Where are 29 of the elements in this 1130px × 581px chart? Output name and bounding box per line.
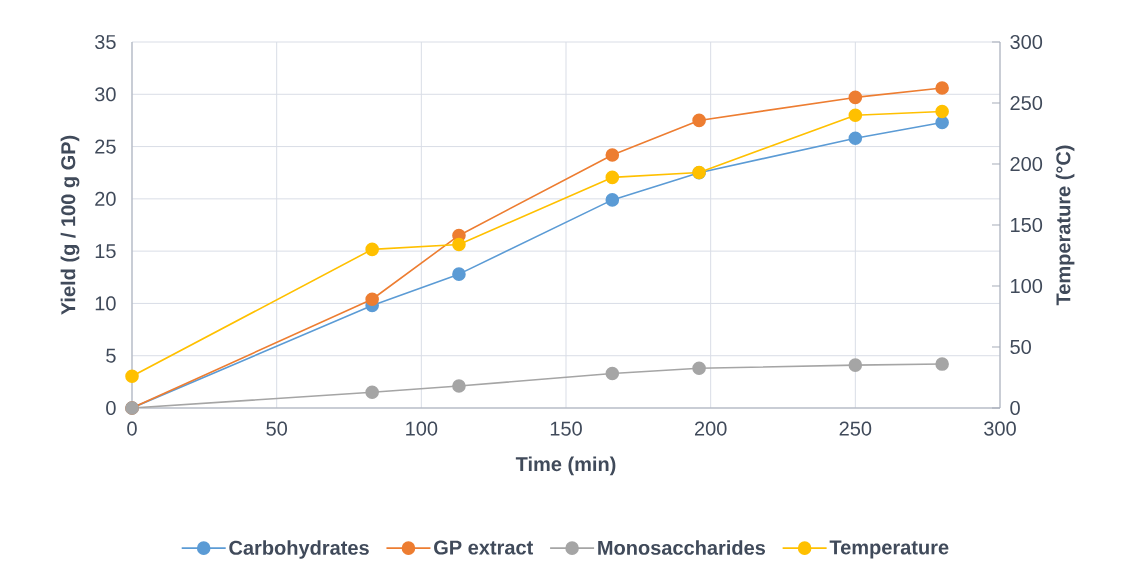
x-tick-label: 100 [406,421,438,436]
y2-tick-label: 300 [1010,34,1043,50]
legend-label: Carbohydrates [229,540,369,559]
x-tick-label: 200 [694,421,727,436]
y-axis-title: Yield (g / 100 g GP) [60,135,80,315]
y-tick-label: 20 [95,191,116,206]
y2-axis-title: Temperature (°C) [1055,145,1075,306]
x-tick-label: 0 [127,421,137,436]
y-tick-label: 10 [95,296,116,311]
legend-label: Monosaccharides [598,540,766,555]
y2-tick-label: 200 [1010,156,1043,172]
y-tick-label: 30 [95,87,116,102]
x-tick-label: 50 [266,421,288,436]
y2-tick-label: 100 [1011,278,1043,294]
legend-label: Temperature [829,540,949,559]
x-tick-label: 300 [984,421,1016,436]
x-tick-label: 150 [550,421,582,436]
y-tick-label: 25 [95,139,116,154]
y-tick-label: 0 [106,400,116,416]
y-tick-label: 35 [95,34,116,50]
y-tick-label: 5 [106,348,116,363]
x-tick-label: 250 [839,421,872,436]
y2-tick-label: 50 [1010,339,1031,355]
y2-tick-label: 0 [1010,400,1020,416]
y2-tick-label: 150 [1011,217,1043,233]
legend-label: GP extract [434,540,534,555]
y-tick-label: 15 [95,244,116,259]
x-axis-title: Time (min) [515,456,616,476]
y2-tick-label: 250 [1010,95,1043,111]
